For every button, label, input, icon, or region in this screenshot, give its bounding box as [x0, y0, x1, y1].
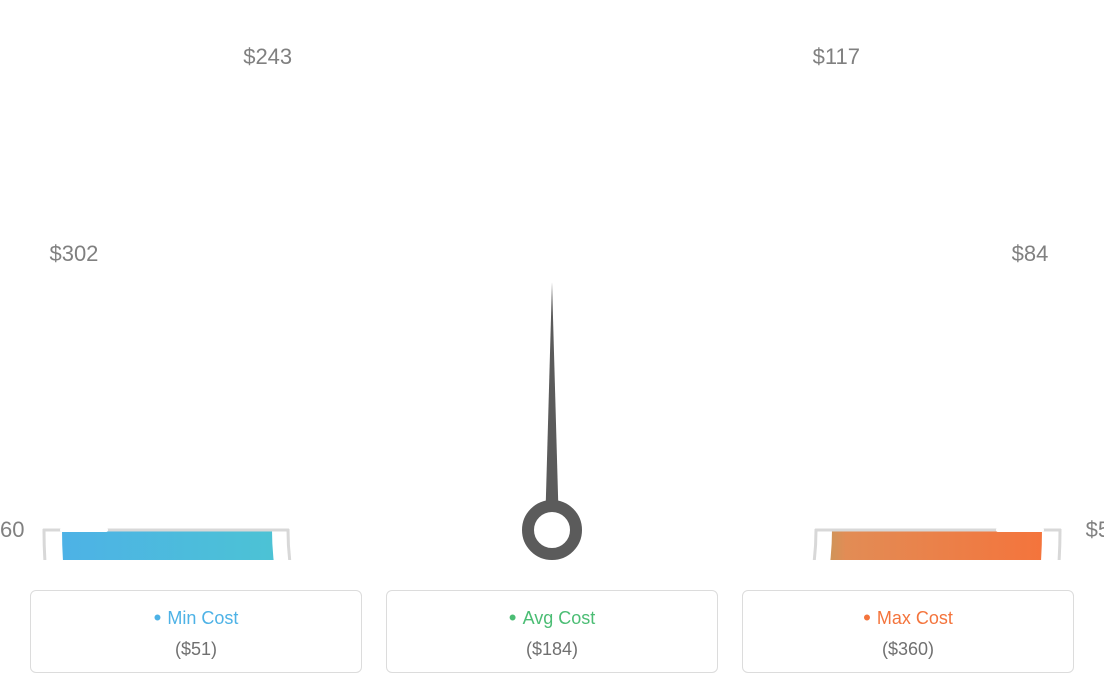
legend-max-label: Max Cost: [743, 605, 1073, 631]
gauge-svg: [0, 0, 1104, 560]
legend-avg-value: ($184): [387, 639, 717, 660]
legend-min-label: Min Cost: [31, 605, 361, 631]
legend-avg: Avg Cost ($184): [386, 590, 718, 673]
gauge-tick-label: $117: [813, 44, 860, 70]
legend-max: Max Cost ($360): [742, 590, 1074, 673]
gauge-tick-label: $84: [1012, 241, 1049, 267]
gauge-tick-label: $302: [49, 241, 98, 267]
legend-row: Min Cost ($51) Avg Cost ($184) Max Cost …: [30, 590, 1074, 673]
gauge-tick-label: $51: [1086, 517, 1104, 543]
legend-max-value: ($360): [743, 639, 1073, 660]
legend-avg-label: Avg Cost: [387, 605, 717, 631]
legend-min-value: ($51): [31, 639, 361, 660]
gauge-chart: $51$84$117$184$243$302$360: [0, 0, 1104, 560]
gauge-tick-label: $243: [243, 44, 292, 70]
gauge-tick-label: $360: [0, 517, 24, 543]
legend-min: Min Cost ($51): [30, 590, 362, 673]
